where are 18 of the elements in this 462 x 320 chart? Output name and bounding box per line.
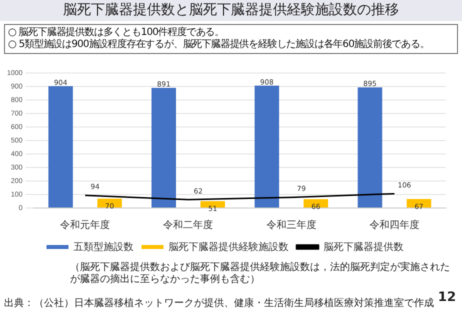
text: （脳死下臓器提供数および脳死下臓器提供経験施設数は，法的脳死判定が実施されたが臓器の摘出に至らなかった事例も含む） bbox=[70, 262, 450, 286]
x-tick-label: 令和四年度 bbox=[369, 218, 420, 231]
text: 12 bbox=[438, 290, 456, 305]
bar bbox=[152, 88, 176, 208]
text: ○ 5類型施設は900施設程度存在するが、脳死下臓器提供を経験した施設は各年60施設前後である。 bbox=[8, 39, 430, 51]
bar bbox=[48, 86, 73, 208]
x-tick-label: 令和二年度 bbox=[163, 218, 214, 231]
x-tick-label: 令和三年度 bbox=[266, 218, 316, 231]
legend-label: 五類型施設数 bbox=[74, 240, 134, 253]
source-note: 出典：（公社）日本臓器移植ネットワークが提供、健康・生活衛生局移植医療対策推進室で作成 bbox=[4, 298, 434, 310]
bar bbox=[200, 201, 225, 208]
legend-label: 脳死下臓器提供数 bbox=[324, 240, 404, 253]
text: ○ 脳死下臓器提供数は多くとも100件程度である。 bbox=[8, 27, 225, 38]
x-tick-label: 令和元年度 bbox=[60, 218, 110, 231]
legend-label: 脳死下臓器提供経験施設数 bbox=[168, 240, 288, 253]
bar bbox=[254, 86, 280, 208]
chart-title: 脳死下臓器提供数と脳死下臓器提供経験施設数の推移 bbox=[0, 0, 462, 21]
bar bbox=[358, 87, 382, 208]
